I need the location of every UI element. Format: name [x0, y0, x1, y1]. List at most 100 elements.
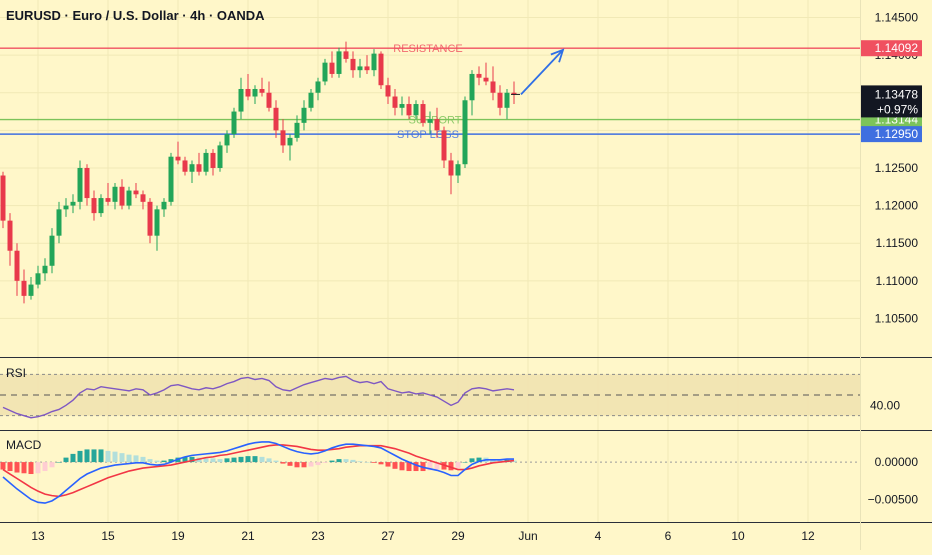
macd-histogram-bar: [357, 461, 363, 463]
last-price-badge: 1.13478+0.97%: [861, 85, 922, 118]
candle-body: [483, 77, 489, 82]
candle: [49, 228, 55, 274]
last-price-value: 1.13478: [875, 87, 919, 101]
candle-body: [203, 152, 209, 172]
macd-histogram-bar: [63, 457, 69, 463]
price-axis[interactable]: 1.145001.140001.135001.130001.125001.120…: [861, 11, 922, 507]
time-axis[interactable]: 13 15 19 21 23 27 29 Jun 4 6 10 12: [31, 529, 815, 543]
candle-body: [511, 92, 517, 95]
macd-histogram-bar: [448, 462, 454, 471]
candle: [35, 265, 41, 289]
candle: [504, 88, 510, 120]
candle-body: [448, 160, 454, 176]
macd-histogram-bar: [161, 460, 167, 463]
macd-histogram-bar: [0, 462, 6, 470]
candle-body: [196, 164, 202, 172]
candle-body: [77, 167, 83, 202]
candle-body: [119, 186, 125, 206]
macd-histogram-bar: [245, 456, 251, 463]
candle-body: [182, 160, 188, 172]
candle-body: [441, 130, 447, 161]
candle: [427, 111, 433, 135]
time-tick-label: 4: [595, 529, 602, 543]
last-price-change: +0.97%: [877, 102, 918, 116]
macd-histogram-bar: [364, 462, 370, 463]
macd-histogram-bar: [14, 462, 20, 473]
candle: [308, 88, 314, 112]
candle-body: [175, 156, 181, 161]
level-badge-bg: [861, 40, 922, 57]
macd-panel[interactable]: [0, 441, 860, 504]
rsi-panel-title: RSI: [6, 366, 26, 380]
level-badge-bg: [861, 126, 922, 143]
macd-histogram-bar: [406, 462, 412, 472]
macd-histogram-bar: [427, 462, 433, 471]
candle-body: [7, 220, 13, 251]
candle: [329, 51, 335, 78]
macd-histogram-bar: [322, 462, 328, 463]
candle: [273, 100, 279, 138]
macd-histogram-bar: [70, 453, 76, 463]
macd-histogram-bar: [231, 457, 237, 463]
candle: [189, 160, 195, 184]
candle-body: [371, 53, 377, 71]
level-label-stop-loss: STOP LOSS: [397, 129, 459, 141]
candle-body: [427, 119, 433, 123]
candle-body: [455, 164, 461, 176]
candle: [147, 198, 153, 244]
candle: [336, 47, 342, 78]
macd-histogram-bar: [462, 462, 468, 463]
candle: [203, 149, 209, 176]
candle-body: [217, 145, 223, 168]
time-tick-label: 13: [31, 529, 45, 543]
candle-body: [56, 209, 62, 236]
price-tick-label: 1.12500: [875, 161, 919, 175]
candle-body: [42, 265, 48, 274]
candle-body: [231, 111, 237, 135]
candle-body: [490, 81, 496, 93]
level-badge: 1.12950: [861, 126, 922, 143]
rsi-panel[interactable]: [0, 373, 860, 419]
time-tick-label: 12: [801, 529, 815, 543]
price-tick-label: 1.14500: [875, 11, 919, 25]
projection-line: [520, 49, 564, 96]
candle: [217, 141, 223, 172]
rsi-line: [2, 375, 515, 419]
candle: [441, 126, 447, 168]
macd-histogram-bar: [42, 462, 48, 472]
price-panel[interactable]: RESISTANCESUPPORTSTOP LOSS: [0, 0, 860, 522]
macd-histogram-bar: [35, 462, 41, 474]
candle-body: [63, 205, 69, 210]
time-tick-label: 23: [311, 529, 325, 543]
candle-body: [210, 152, 216, 168]
macd-histogram-bar: [413, 462, 419, 472]
price-tick-label: 1.11500: [876, 236, 919, 250]
candle: [161, 198, 167, 217]
macd-histogram-bar: [203, 458, 209, 463]
level-label-resistance: RESISTANCE: [393, 43, 462, 55]
candle-body: [462, 100, 468, 165]
macd-histogram-bar: [371, 462, 377, 463]
candle: [56, 201, 62, 244]
candle: [14, 243, 20, 296]
candle: [126, 186, 132, 210]
candle-body: [91, 198, 97, 214]
candle-body: [357, 66, 363, 71]
level-badge: 1.14092: [861, 40, 922, 57]
candle: [140, 190, 146, 210]
candle-body: [378, 53, 384, 86]
candle-body: [301, 107, 307, 123]
candle: [112, 183, 118, 210]
candle: [84, 164, 90, 206]
macd-histogram-bar: [343, 459, 349, 463]
rsi-series: [0, 373, 860, 419]
candle-body: [168, 156, 174, 202]
candle: [28, 277, 34, 300]
candle: [119, 179, 125, 210]
candle-body: [154, 209, 160, 236]
macd-panel-title: MACD: [6, 438, 42, 452]
candle-body: [294, 122, 300, 138]
candlestick-series: [0, 41, 520, 304]
candle: [420, 100, 426, 127]
